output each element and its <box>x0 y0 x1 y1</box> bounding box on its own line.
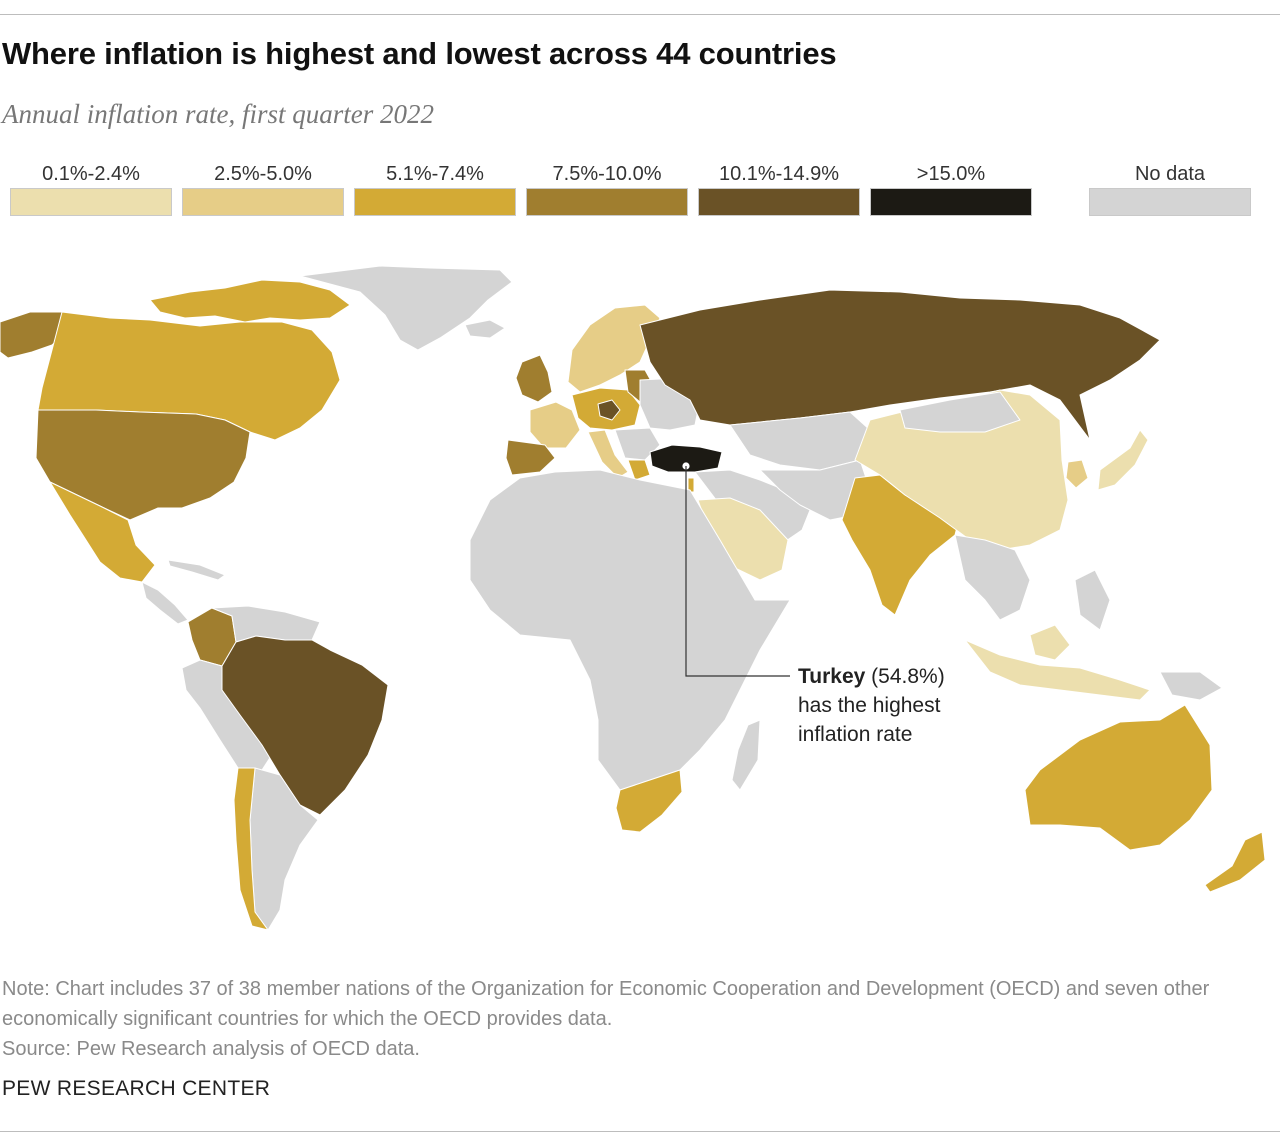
caribbean <box>167 559 226 581</box>
new-zealand <box>1204 831 1266 893</box>
chart-source: Source: Pew Research analysis of OECD da… <box>2 1038 420 1060</box>
israel <box>687 477 695 493</box>
legend-label: 7.5%-10.0% <box>552 163 662 185</box>
alaska <box>0 311 67 359</box>
indonesia <box>964 639 1151 701</box>
south-korea <box>1065 459 1089 489</box>
philippines <box>1074 569 1111 631</box>
legend-swatch <box>870 188 1032 216</box>
chart-subtitle: Annual inflation rate, first quarter 202… <box>2 99 435 129</box>
iceland <box>464 319 506 339</box>
turkey-callout: Turkey (54.8%) has the highest inflation… <box>798 662 945 749</box>
legend-swatch <box>354 188 516 216</box>
top-rule <box>0 14 1280 15</box>
peru-bolivia <box>181 659 276 771</box>
australia <box>1024 704 1213 851</box>
czech-hungary <box>597 399 621 421</box>
italy <box>587 429 629 479</box>
legend-item-2: 5.1%-7.4% <box>354 160 516 216</box>
callout-value: (54.8%) <box>871 665 945 688</box>
legend-swatch <box>182 188 344 216</box>
spain <box>505 439 556 476</box>
south-africa <box>615 769 683 833</box>
chart-title: Where inflation is highest and lowest ac… <box>2 36 837 71</box>
united-kingdom <box>515 354 553 403</box>
legend-item-no-data: No data <box>1089 160 1251 216</box>
greece <box>627 459 651 481</box>
mexico <box>49 481 156 583</box>
indonesia-borneo <box>1029 624 1071 661</box>
bottom-rule <box>0 1131 1280 1132</box>
central-america <box>141 581 189 625</box>
chart-note: Note: Chart includes 37 of 38 member nat… <box>2 978 1210 1030</box>
russia <box>639 289 1161 441</box>
papua <box>1159 671 1223 701</box>
legend-swatch <box>10 188 172 216</box>
legend-label: 2.5%-5.0% <box>214 163 312 185</box>
legend-label: 10.1%-14.9% <box>718 163 840 185</box>
callout-line1: has the highest <box>798 694 941 717</box>
callout-line2: inflation rate <box>798 723 913 746</box>
legend-item-4: 10.1%-14.9% <box>698 160 860 216</box>
africa <box>469 469 791 791</box>
legend-label: 0.1%-2.4% <box>42 163 140 185</box>
legend-item-5: >15.0% <box>870 160 1032 216</box>
brazil <box>221 635 389 816</box>
legend-swatch <box>1089 188 1251 216</box>
turkey <box>649 444 723 473</box>
publisher-credit: PEW RESEARCH CENTER <box>2 1077 271 1100</box>
mongolia <box>899 391 1021 433</box>
china <box>854 389 1069 551</box>
legend-item-1: 2.5%-5.0% <box>182 160 344 216</box>
canada-arctic-islands <box>149 279 351 323</box>
chile <box>233 767 269 931</box>
madagascar <box>731 719 761 791</box>
legend-label: No data <box>1134 163 1206 185</box>
legend-swatch <box>698 188 860 216</box>
southeast-asia <box>954 534 1031 621</box>
legend-item-3: 7.5%-10.0% <box>526 160 688 216</box>
japan <box>1097 429 1149 491</box>
legend-swatch <box>526 188 688 216</box>
legend-label: >15.0% <box>916 163 986 185</box>
world-map <box>0 265 1266 931</box>
callout-line <box>682 462 790 677</box>
legend-item-0: 0.1%-2.4% <box>10 160 172 216</box>
legend-label: 5.1%-7.4% <box>386 163 484 185</box>
france-benelux <box>529 401 581 449</box>
callout-country: Turkey <box>798 665 866 688</box>
greenland <box>299 265 513 351</box>
